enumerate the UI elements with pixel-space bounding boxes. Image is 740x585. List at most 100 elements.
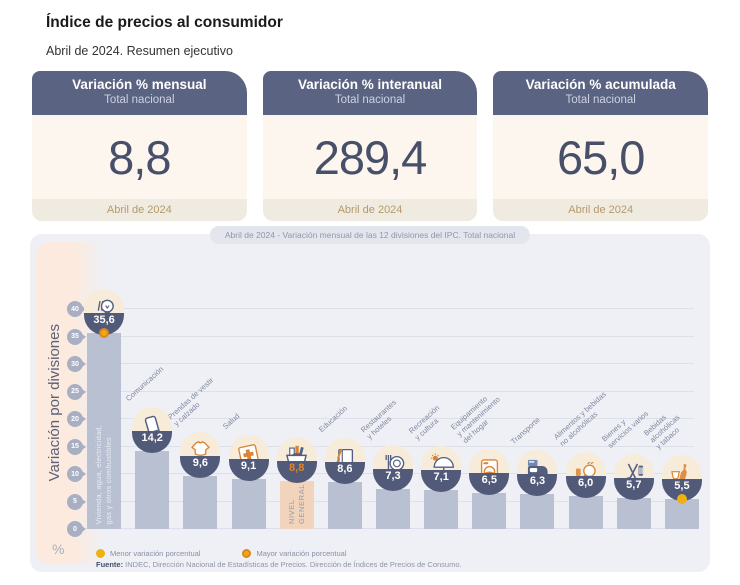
- page-title: Índice de precios al consumidor: [46, 14, 283, 31]
- y-tick-label: 35: [67, 328, 83, 345]
- bar-inside-label: Vivienda, agua, electricidad, gas y otro…: [93, 424, 114, 524]
- division-badge: 9,6: [177, 432, 223, 479]
- division-badge: 5,5: [659, 454, 705, 501]
- division-badge: 14,2: [129, 406, 175, 453]
- kpi-card-body: 8,8: [32, 115, 247, 199]
- bar-value: 6,3: [517, 474, 558, 497]
- bar-value: 8,6: [324, 461, 365, 484]
- max-variation-dot: [99, 328, 110, 339]
- y-tick-label: 30: [67, 356, 83, 372]
- kpi-card-body: 65,0: [493, 115, 709, 199]
- bar-value: 7,3: [373, 468, 414, 491]
- bar-value: 5,7: [613, 477, 654, 500]
- bar-column-6: Restaurantes y hoteles 7,3: [359, 264, 417, 529]
- division-label: Educación: [316, 403, 349, 434]
- bar-column-5: Educación 8,6: [317, 264, 369, 529]
- bar-column-1: Comunicación 14,2: [124, 264, 176, 529]
- bar-column-3: Salud 9,1: [220, 264, 272, 529]
- y-axis-ticks: 0 5 10 15 20 25 30 35 40: [67, 264, 84, 537]
- bar: [231, 478, 266, 529]
- bar-value: 6,5: [469, 473, 510, 496]
- bar-value: 6,0: [565, 476, 606, 498]
- bar: [568, 496, 603, 529]
- y-tick-label: 10: [67, 466, 83, 482]
- bar-value: 5,5: [661, 478, 702, 501]
- kpi-period: Abril de 2024: [262, 199, 478, 221]
- gridline: [86, 418, 694, 419]
- division-label: Salud: [220, 411, 241, 431]
- bar: [616, 497, 651, 529]
- source-prefix: Fuente:: [96, 560, 124, 569]
- division-badge: 6,0: [563, 452, 609, 498]
- y-tick-label: 25: [67, 383, 83, 400]
- kpi-card-yearly: Variación % interanual Total nacional 28…: [262, 71, 478, 221]
- bar-value: 8,8: [276, 460, 317, 483]
- gridline: [86, 390, 694, 392]
- bar-column-8: Equipamiento y mantenimiento del hogar 6,…: [449, 264, 513, 529]
- division-label: Transporte: [509, 415, 543, 447]
- bar: [327, 481, 362, 529]
- division-label: Comunicación: [124, 364, 166, 403]
- y-tick-label: 15: [67, 438, 83, 455]
- bar: [664, 498, 699, 529]
- kpi-card-body: 289,4: [262, 115, 478, 199]
- kpi-value: 65,0: [556, 130, 645, 184]
- bar-column-7: Recreación y cultura 7,1: [407, 264, 465, 529]
- bar-value: 9,6: [180, 456, 221, 479]
- bar-nivel-general: NIVEL GENERAL: [279, 480, 314, 529]
- bar-column-0: 35,6 Vivienda, agua, electricidad, gas y …: [80, 264, 128, 529]
- gridline: [86, 308, 694, 309]
- kpi-period: Abril de 2024: [32, 199, 247, 221]
- bar-column-12: Bebidas alcohólicas y tabaco 5,5: [642, 264, 706, 529]
- y-tick-label: 5: [67, 493, 83, 510]
- chart-title: Abril de 2024 - Variación mensual de las…: [209, 226, 531, 244]
- min-variation-dot: [676, 493, 687, 504]
- bar-value: 14,2: [132, 430, 173, 453]
- kpi-value: 289,4: [313, 130, 428, 184]
- bar-column-10: Alimentos y bebidas no alcohólicas 6,0: [552, 264, 610, 529]
- gridline: [86, 363, 694, 364]
- kpi-card-title: Variación % mensual: [72, 77, 207, 92]
- division-badge: 6,3: [514, 450, 560, 497]
- bar-column-2: Prendas de vestir y calzado 9,6: [166, 264, 224, 529]
- division-badge: 5,7: [611, 453, 657, 500]
- bar-value: 9,1: [228, 458, 269, 481]
- kpi-card-header: Variación % interanual Total nacional: [262, 71, 478, 115]
- y-axis-label: Variación por divisiones: [46, 324, 63, 482]
- bar-value: 35,6: [84, 313, 125, 336]
- y-tick-label: 40: [67, 301, 83, 317]
- division-badge: 8,6: [322, 437, 368, 484]
- kpi-card-header: Variación % mensual Total nacional: [32, 71, 247, 115]
- bar: [472, 493, 507, 529]
- bar-column-9: Transporte 6,3: [509, 264, 561, 529]
- nivel-general-label: NIVEL GENERAL: [286, 483, 306, 524]
- division-badge: 8,8: [274, 436, 320, 483]
- kpi-card-subtitle: Total nacional: [104, 94, 175, 106]
- page-subtitle: Abril de 2024. Resumen ejecutivo: [46, 44, 233, 58]
- legend-label: Menor variación porcentual: [110, 549, 201, 558]
- bar: [135, 450, 170, 529]
- bar: [424, 489, 459, 529]
- bar: Vivienda, agua, electricidad, gas y otro…: [87, 333, 122, 529]
- kpi-card-subtitle: Total nacional: [334, 94, 406, 106]
- bar: [520, 494, 555, 529]
- bar-column-nivel-general: 8,8 NIVEL GENERAL: [273, 264, 321, 529]
- unit-label: %: [52, 541, 65, 557]
- division-badge: 9,1: [226, 434, 272, 481]
- kpi-card-title: Variación % acumulada: [525, 77, 676, 92]
- kpi-card-monthly: Variación % mensual Total nacional 8,8 A…: [32, 71, 247, 221]
- y-tick-label: 0: [67, 521, 83, 537]
- page-header: Índice de precios al consumidor Abril de…: [0, 0, 740, 58]
- kpi-card-header: Variación % acumulada Total nacional: [493, 71, 709, 115]
- legend: Menor variación porcentual Mayor variació…: [96, 549, 347, 558]
- legend-item-mayor: Mayor variación porcentual: [242, 549, 347, 558]
- bar: [183, 476, 218, 529]
- kpi-card-accumulated: Variación % acumulada Total nacional 65,…: [493, 71, 709, 221]
- bar-column-11: Bienes y servicios varios 5,7: [600, 264, 658, 529]
- chart-panel: Abril de 2024 - Variación mensual de las…: [30, 226, 710, 572]
- legend-item-menor: Menor variación porcentual: [96, 549, 200, 558]
- division-badge: 7,3: [370, 444, 416, 491]
- kpi-cards-row: Variación % mensual Total nacional 8,8 A…: [0, 71, 740, 221]
- kpi-card-subtitle: Total nacional: [565, 94, 636, 106]
- legend-dot-menor: [96, 549, 105, 558]
